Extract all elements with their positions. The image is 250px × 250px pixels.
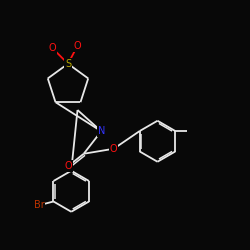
Text: N: N [98, 126, 105, 136]
Text: O: O [110, 144, 118, 154]
Text: O: O [64, 161, 72, 171]
Text: O: O [49, 43, 56, 53]
Text: O: O [74, 41, 81, 51]
Text: S: S [65, 59, 71, 69]
Text: Br: Br [34, 200, 44, 210]
